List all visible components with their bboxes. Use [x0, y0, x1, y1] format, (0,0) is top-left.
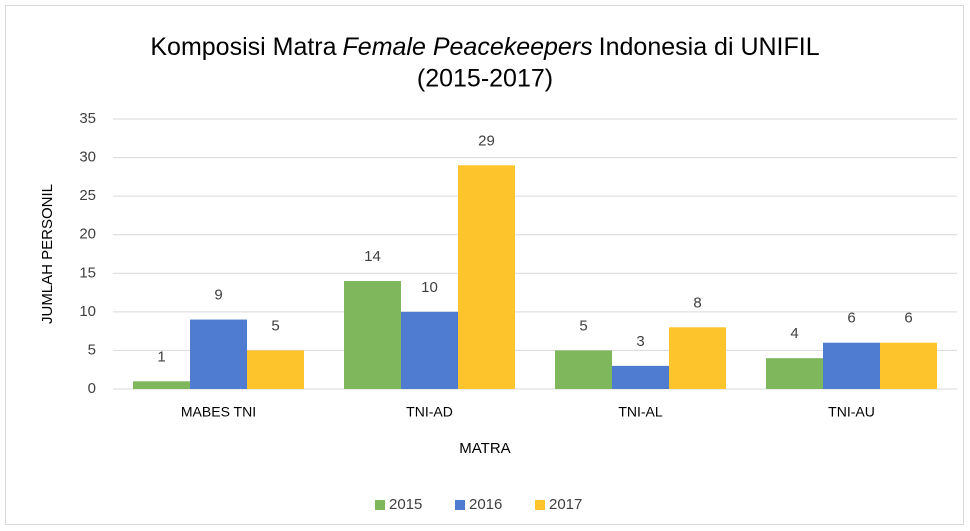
legend-label: 2017 — [549, 496, 582, 513]
bar — [190, 319, 247, 389]
bar — [133, 381, 190, 389]
value-label: 4 — [790, 325, 798, 342]
x-tick-label: TNI-AU — [828, 404, 875, 420]
bar — [401, 311, 458, 389]
x-axis-label: MATRA — [459, 440, 510, 457]
bar — [880, 342, 937, 389]
value-label: 1 — [157, 348, 165, 365]
bar — [555, 350, 612, 389]
value-label: 29 — [478, 132, 495, 149]
y-tick-label: 30 — [79, 149, 96, 166]
bar — [823, 342, 880, 389]
legend-label: 2015 — [389, 496, 422, 513]
title-part: Komposisi Matra — [150, 33, 336, 61]
x-tick-label: TNI-AL — [618, 404, 663, 420]
bar — [344, 281, 401, 389]
y-tick-label: 20 — [79, 226, 96, 243]
y-tick-label: 10 — [79, 303, 96, 320]
legend-swatch — [455, 500, 465, 510]
legend-label: 2016 — [469, 496, 502, 513]
y-tick-label: 35 — [79, 110, 96, 127]
title-part: Indonesia di UNIFIL — [599, 33, 820, 61]
chart-title: Komposisi Matra Female Peacekeepers Indone… — [150, 33, 819, 61]
value-label: 14 — [364, 248, 381, 265]
value-label: 5 — [579, 317, 587, 334]
title-part: Female Peacekeepers — [343, 33, 593, 61]
legend-swatch — [375, 500, 385, 510]
value-label: 10 — [421, 279, 438, 296]
y-tick-label: 25 — [79, 187, 96, 204]
x-tick-label: MABES TNI — [181, 404, 256, 420]
value-label: 6 — [847, 310, 855, 327]
value-label: 6 — [904, 310, 912, 327]
bar — [766, 358, 823, 389]
y-axis-label: JUMLAH PERSONIL — [39, 184, 56, 324]
value-label: 8 — [693, 294, 701, 311]
bar — [669, 327, 726, 389]
y-tick-label: 0 — [88, 380, 96, 397]
bar — [247, 350, 304, 389]
legend-swatch — [535, 500, 545, 510]
bar — [612, 365, 669, 389]
value-label: 3 — [636, 333, 644, 350]
bar — [458, 165, 515, 389]
x-tick-label: TNI-AD — [406, 404, 453, 420]
value-label: 9 — [214, 287, 222, 304]
value-label: 5 — [271, 317, 279, 334]
y-tick-label: 5 — [88, 341, 96, 358]
y-tick-label: 15 — [79, 264, 96, 281]
chart-title: (2015-2017) — [417, 65, 553, 93]
